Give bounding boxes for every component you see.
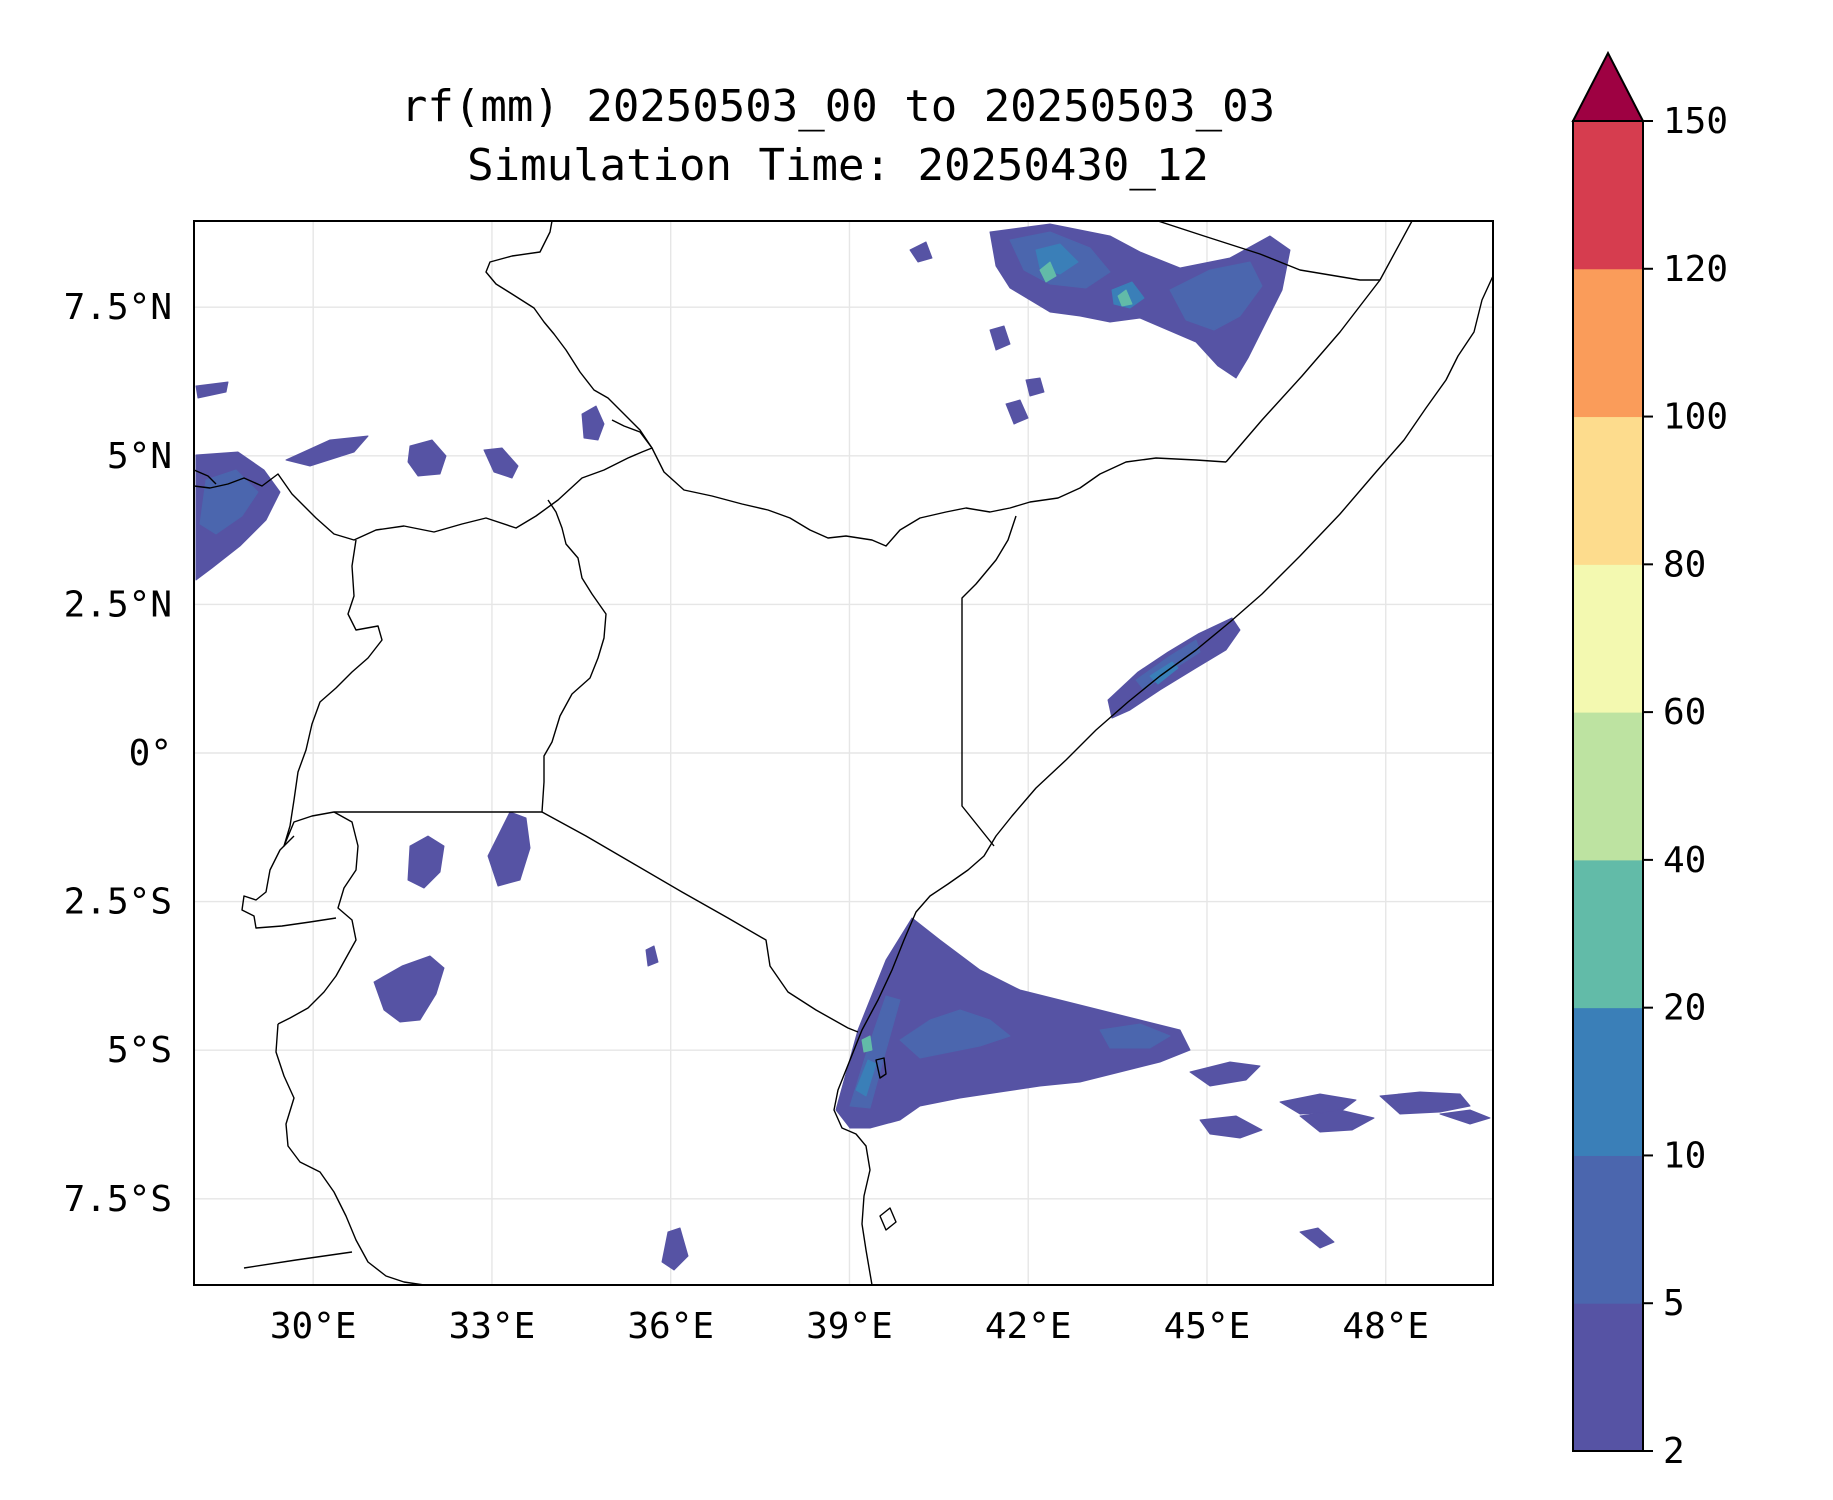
latitude-tick-label: 7.5°S xyxy=(64,1179,172,1220)
colorbar-tick-label: 150 xyxy=(1663,101,1728,142)
border-tanzania-south xyxy=(243,1251,353,1269)
colorbar-tick-label: 100 xyxy=(1663,397,1728,438)
rain-medium xyxy=(199,231,1263,1109)
rain-medium-ocean xyxy=(1099,1023,1171,1049)
colorbar-segment xyxy=(1573,1155,1643,1304)
border-west-edge xyxy=(194,469,217,485)
colorbar-tick-label: 5 xyxy=(1663,1283,1685,1324)
island-mafia xyxy=(879,1207,897,1231)
longitude-tick-label: 45°E xyxy=(1164,1306,1251,1347)
rain-area-ethiopia-5 xyxy=(909,241,933,263)
border-ethiopia-north xyxy=(1157,221,1380,281)
rain-peak-northeast xyxy=(1117,289,1133,307)
rain-area-ethiopia-3 xyxy=(1005,399,1029,425)
rain-medium-northwest xyxy=(199,469,259,535)
colorbar-segment xyxy=(1573,416,1643,565)
border-uganda xyxy=(283,539,542,847)
border-southsudan-ethiopia xyxy=(611,419,1227,547)
colorbar-segment xyxy=(1573,712,1643,861)
map-frame xyxy=(193,220,1494,1286)
colorbar-tick-label: 2 xyxy=(1663,1431,1685,1472)
rain-area-indian-ocean-1 xyxy=(1189,1061,1261,1087)
rain-peak xyxy=(861,261,1133,1053)
colorbar: 2 5 10 20 40 60 80 100 120 150 xyxy=(1571,50,1728,1472)
map-title-line1: rf(mm) 20250503_00 to 20250503_03 xyxy=(401,81,1275,132)
colorbar-extend-arrow xyxy=(1571,50,1645,122)
rain-area-indian-ocean-5 xyxy=(1299,1109,1375,1133)
rain-area-south-edge xyxy=(661,1227,689,1271)
border-sudan-southsudan xyxy=(194,221,653,541)
border-rwanda-burundi xyxy=(277,811,359,1025)
rain-area-lakevic-1 xyxy=(407,835,445,889)
longitude-tick-label: 48°E xyxy=(1342,1306,1429,1347)
border-ethiopia-somalia xyxy=(1225,221,1413,463)
latitude-tick-label: 5°S xyxy=(107,1030,172,1071)
rain-area-ethiopia-4 xyxy=(1025,377,1045,397)
colorbar-tick-label: 40 xyxy=(1663,840,1706,881)
rain-area-indian-ocean-3 xyxy=(1379,1091,1471,1115)
longitude-labels: 30°E 33°E 36°E 39°E 42°E 45°E 48°E xyxy=(270,1306,1429,1347)
rainfall-areas xyxy=(195,223,1491,1271)
colorbar-tick-label: 80 xyxy=(1663,544,1706,585)
longitude-tick-label: 42°E xyxy=(985,1306,1072,1347)
colorbar-segment xyxy=(1573,1007,1643,1156)
rain-area-sudan-1 xyxy=(407,439,447,477)
latitude-tick-label: 5°N xyxy=(107,436,172,477)
rain-area-ethiopia-1 xyxy=(581,405,605,441)
longitude-tick-label: 30°E xyxy=(270,1306,357,1347)
longitude-tick-label: 33°E xyxy=(449,1306,536,1347)
colorbar-segment xyxy=(1573,564,1643,713)
latitude-tick-label: 0° xyxy=(129,733,172,774)
longitude-tick-label: 39°E xyxy=(806,1306,893,1347)
rain-peak-coast xyxy=(861,1035,873,1053)
coastline-east-africa xyxy=(833,275,1493,1285)
rain-area-west-strip xyxy=(195,381,229,399)
rain-medium-northeast xyxy=(1169,261,1263,331)
border-kenya-tanzania xyxy=(541,811,859,1033)
rain-area-sudan-2 xyxy=(483,447,519,479)
rain-area-southeast-1 xyxy=(1299,1227,1335,1249)
rain-area-ethiopia-2 xyxy=(989,325,1011,351)
rain-area-indian-ocean-6 xyxy=(1439,1109,1491,1125)
colorbar-segment xyxy=(1573,121,1643,270)
map-panel: 30°E 33°E 36°E 39°E 42°E 45°E 48°E 7.5°N 5°N 2.5… xyxy=(64,220,1494,1347)
latitude-labels: 7.5°N 5°N 2.5°N 0° 2.5°S 5°S 7.5°S xyxy=(64,287,172,1220)
rain-heavy-coast xyxy=(855,1059,877,1097)
rain-area-kenya-coast-sea xyxy=(835,917,1191,1129)
colorbar-segment xyxy=(1573,268,1643,418)
rain-area-tanzania-1 xyxy=(373,955,445,1023)
colorbar-tick-label: 10 xyxy=(1663,1135,1706,1176)
island-zanzibar xyxy=(875,1057,887,1079)
rain-area-sudan-3 xyxy=(285,435,369,467)
rain-medium-coast-2 xyxy=(899,1009,1011,1059)
border-rwanda xyxy=(241,835,337,929)
rain-peak-north xyxy=(1039,261,1057,283)
latitude-tick-label: 7.5°N xyxy=(64,287,172,328)
border-kenya-somalia xyxy=(961,515,1017,847)
map-title-line2: Simulation Time: 20250430_12 xyxy=(467,140,1209,191)
border-uganda-kenya xyxy=(541,499,607,813)
latitude-tick-label: 2.5°N xyxy=(64,584,172,625)
longitude-tick-label: 36°E xyxy=(627,1306,714,1347)
rain-area-indian-ocean-2 xyxy=(1279,1093,1357,1115)
colorbar-frame xyxy=(1572,120,1644,1452)
colorbar-tick-label: 120 xyxy=(1663,249,1728,290)
colorbar-tick-label: 60 xyxy=(1663,692,1706,733)
latitude-tick-label: 2.5°S xyxy=(64,882,172,923)
country-borders xyxy=(194,221,1493,1285)
border-lake-tanganyika xyxy=(275,1023,425,1285)
colorbar-segment xyxy=(1573,1303,1643,1452)
colorbar-tick-label: 20 xyxy=(1663,988,1706,1029)
rain-area-tanzania-2 xyxy=(645,945,659,967)
rain-area-indian-ocean-4 xyxy=(1199,1115,1263,1139)
colorbar-segment xyxy=(1573,859,1643,1009)
